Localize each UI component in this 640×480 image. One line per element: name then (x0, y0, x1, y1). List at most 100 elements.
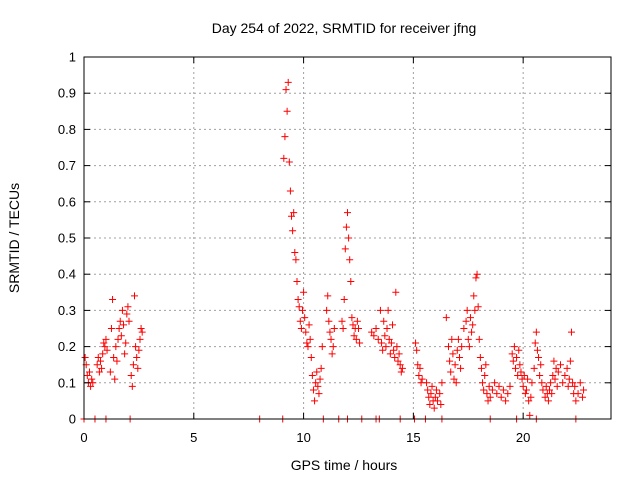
data-point-marker (446, 357, 454, 365)
y-axis-label: SRMTID / TECUs (6, 183, 22, 293)
data-point-marker (347, 277, 355, 285)
data-point-marker (303, 339, 311, 347)
data-point-marker (370, 332, 378, 340)
data-point-marker (107, 325, 115, 332)
y-tick-label: 0.4 (58, 267, 76, 282)
data-point-marker (286, 187, 294, 195)
data-point-marker (449, 350, 457, 358)
data-point-marker (481, 372, 489, 380)
data-point-marker (115, 325, 123, 332)
data-point-marker (308, 372, 316, 380)
data-point-marker (280, 154, 288, 162)
data-point-marker (509, 357, 517, 365)
data-point-marker (312, 379, 320, 387)
data-point-marker (395, 350, 403, 358)
data-point-marker (125, 317, 133, 325)
y-tick-label: 0 (69, 412, 76, 427)
data-point-marker (520, 372, 528, 380)
data-point-marker (120, 321, 128, 329)
data-point-marker (574, 390, 582, 398)
data-point-marker (304, 343, 312, 351)
data-point-marker (385, 335, 393, 343)
data-point-marker (453, 346, 461, 354)
data-point-marker (338, 317, 346, 325)
data-point-marker (135, 346, 143, 354)
data-point-marker (526, 411, 534, 419)
data-point-marker (491, 379, 499, 387)
data-point-marker (387, 339, 395, 347)
data-point-marker (112, 343, 120, 351)
data-point-marker (353, 317, 361, 325)
data-point-marker (295, 303, 303, 311)
data-point-marker (537, 361, 545, 369)
data-point-marker (349, 321, 357, 329)
data-point-marker (428, 382, 436, 390)
data-point-marker (309, 386, 317, 394)
data-point-marker (455, 353, 463, 361)
chart-title: Day 254 of 2022, SRMTID for receiver jfn… (212, 20, 477, 36)
data-point-marker (302, 328, 310, 336)
data-point-marker (460, 325, 468, 332)
data-point-marker (484, 397, 492, 405)
data-point-marker (393, 343, 401, 351)
data-point-marker (546, 386, 554, 394)
data-point-marker (324, 292, 332, 300)
y-tick-label: 0.8 (58, 122, 76, 137)
data-point-marker (418, 375, 426, 383)
data-point-marker (98, 364, 106, 372)
data-point-marker (328, 350, 336, 358)
data-point-marker (447, 368, 455, 376)
data-point-marker (535, 353, 543, 361)
y-tick-label: 0.2 (58, 339, 76, 354)
y-tick-label: 1 (69, 50, 76, 65)
data-point-marker (564, 382, 572, 390)
data-point-marker (342, 223, 350, 231)
data-point-marker (528, 379, 536, 387)
y-tick-label: 0.1 (58, 375, 76, 390)
data-point-marker (452, 379, 460, 387)
data-point-marker (488, 386, 496, 394)
data-point-marker (89, 379, 97, 387)
data-point-marker (283, 107, 291, 115)
data-point-marker (368, 328, 376, 336)
data-point-marker (344, 209, 351, 217)
data-point-marker (567, 328, 575, 336)
data-point-marker (298, 306, 306, 314)
data-point-marker (527, 393, 535, 401)
data-point-marker (134, 364, 142, 372)
data-point-marker (517, 368, 525, 376)
data-point-marker (348, 314, 356, 322)
grid-lines (84, 57, 611, 419)
data-point-marker (133, 353, 141, 361)
data-point-marker (138, 328, 146, 336)
data-point-marker (483, 390, 491, 398)
data-point-marker (87, 382, 95, 390)
data-point-marker (317, 364, 325, 372)
data-point-marker (340, 296, 348, 304)
data-point-marker (290, 209, 298, 217)
data-point-marker (451, 361, 459, 369)
data-point-marker (450, 375, 458, 383)
data-point-marker (391, 353, 399, 361)
data-point-marker (480, 386, 488, 394)
data-point-marker (121, 350, 129, 358)
data-point-marker (556, 361, 564, 369)
x-tick-label: 0 (80, 430, 87, 445)
x-tick-label: 10 (296, 430, 310, 445)
data-point-marker (458, 343, 466, 351)
data-point-marker (474, 303, 482, 311)
data-point-marker (445, 343, 453, 351)
data-point-marker (346, 256, 354, 264)
data-point-marker (127, 372, 135, 380)
data-point-marker (118, 306, 126, 314)
data-point-marker (536, 372, 544, 380)
data-point-marker (515, 346, 523, 354)
data-point-marker (427, 390, 435, 398)
data-point-marker (412, 339, 420, 347)
data-point-marker (524, 375, 532, 383)
data-point-marker (83, 372, 91, 380)
data-point-marker (294, 296, 302, 304)
data-point-marker (565, 375, 573, 383)
x-tick-label: 5 (190, 430, 197, 445)
data-point-marker (434, 397, 442, 405)
